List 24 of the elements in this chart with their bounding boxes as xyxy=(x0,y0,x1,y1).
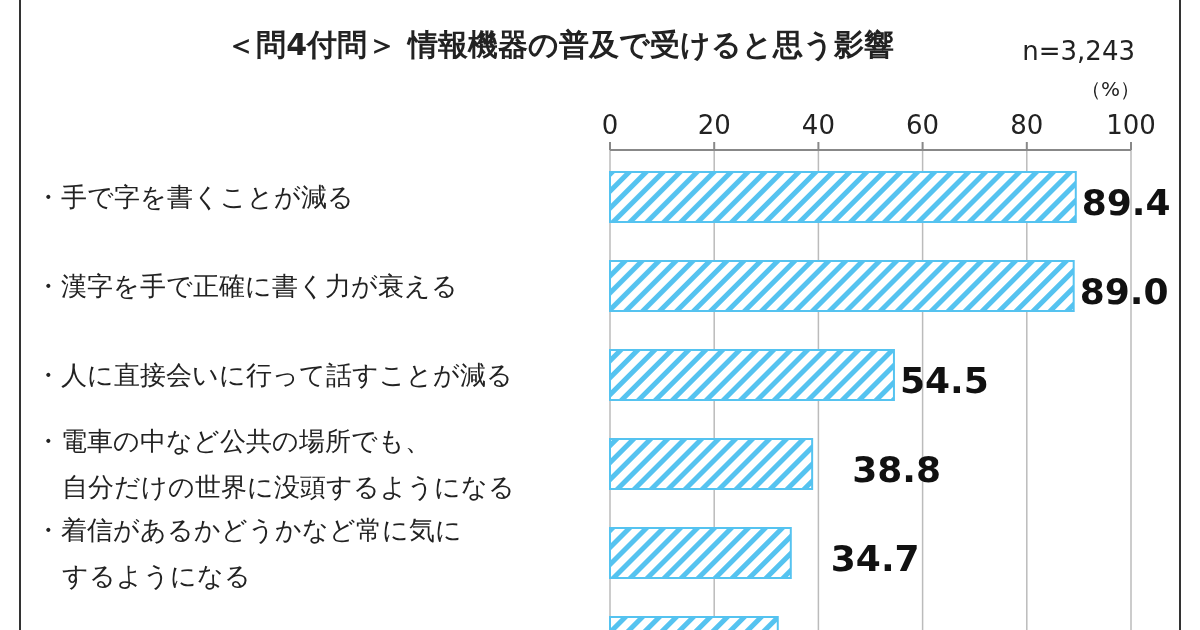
y-tick-label: ・着信があるかどうかなど常に気にするようになる xyxy=(35,515,462,591)
chart-title: ＜問4付問＞ 情報機器の普及で受けると思う影響 xyxy=(226,27,894,62)
x-tick-label: 60 xyxy=(906,110,940,140)
data-label: 89.0 xyxy=(1079,271,1169,312)
data-label: 89.4 xyxy=(1081,182,1171,223)
x-tick-label: 40 xyxy=(801,110,835,140)
y-tick-label: ・人に直接会いに行って話すことが減る xyxy=(35,360,513,390)
text: （%） xyxy=(1080,77,1140,101)
text: n=3,243 xyxy=(1022,36,1135,66)
bar xyxy=(609,349,895,401)
x-tick-label: 20 xyxy=(697,110,731,140)
bar xyxy=(609,527,792,579)
bar xyxy=(609,260,1075,312)
x-tick-label: 80 xyxy=(1010,110,1044,140)
data-label: 38.8 xyxy=(852,449,941,490)
y-tick-label: ・電車の中など公共の場所でも、自分だけの世界に没頭するようになる xyxy=(35,426,515,502)
y-tick-label: ・漢字を手で正確に書く力が衰える xyxy=(35,271,458,301)
x-tick-label: 0 xyxy=(601,110,619,140)
bar xyxy=(609,438,814,490)
y-tick-label: ・手で字を書くことが減る xyxy=(35,182,354,212)
data-label: 34.7 xyxy=(830,538,920,579)
x-tick-label: 100 xyxy=(1106,110,1156,140)
data-label: 54.5 xyxy=(899,360,989,401)
bar xyxy=(609,171,1077,223)
